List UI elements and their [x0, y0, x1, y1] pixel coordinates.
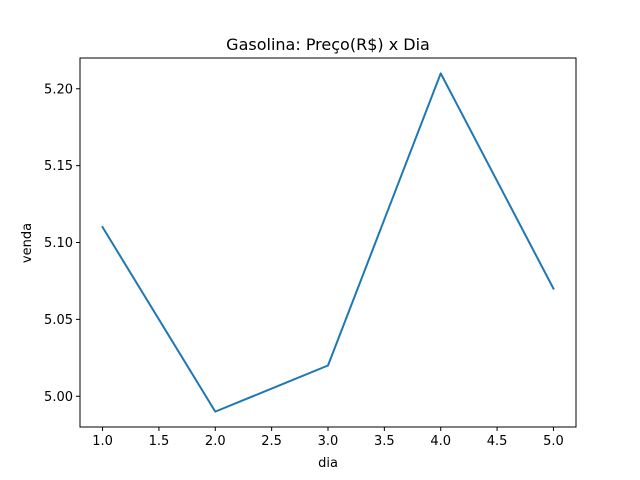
- plot-frame: [79, 57, 577, 428]
- x-tick-label: 1.5: [149, 434, 170, 449]
- y-tick-label: 5.05: [44, 313, 73, 328]
- x-tick-label: 1.0: [92, 434, 113, 449]
- x-tick-label: 5.0: [543, 434, 564, 449]
- x-tick-label: 3.0: [318, 434, 339, 449]
- x-tick-label: 2.0: [205, 434, 226, 449]
- y-tick-label: 5.10: [44, 236, 73, 251]
- chart-title: Gasolina: Preço(R$) x Dia: [226, 35, 430, 54]
- series-layer: [101, 72, 555, 413]
- y-tick-label: 5.00: [44, 390, 73, 405]
- x-axis-label: dia: [318, 456, 338, 471]
- y-tick-label: 5.15: [44, 159, 73, 174]
- y-tick-label: 5.20: [44, 82, 73, 97]
- x-axis-ticks: 1.0 1.5 2.0 2.5 3.0 3.5 4.0 4.5 5.0: [92, 427, 564, 449]
- x-tick-label: 4.0: [430, 434, 451, 449]
- x-tick-label: 3.5: [374, 434, 395, 449]
- x-tick-label: 4.5: [487, 434, 508, 449]
- y-axis-label: venda: [20, 223, 35, 263]
- x-tick-label: 2.5: [261, 434, 282, 449]
- y-axis-ticks: 5.00 5.05 5.10 5.15 5.20: [44, 82, 80, 405]
